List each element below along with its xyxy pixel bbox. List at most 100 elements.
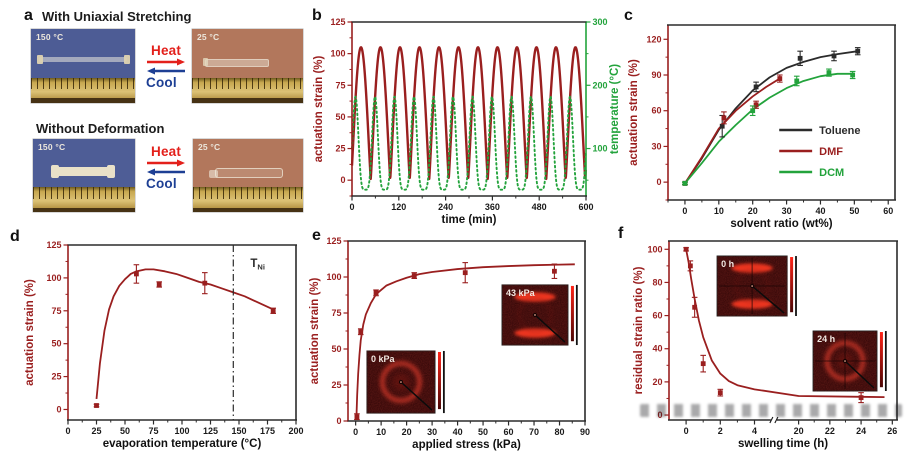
sample-dogbone-end-left xyxy=(51,165,59,178)
y-tick-label: 100 xyxy=(647,244,662,254)
data-point xyxy=(373,290,379,296)
y-tick-label: 100 xyxy=(330,49,345,59)
inset-intensity-scalebar xyxy=(570,285,574,342)
heat-cool-arrows xyxy=(147,58,185,75)
inset-black-scalebar xyxy=(575,284,578,346)
x-tick-label: 70 xyxy=(529,427,539,437)
y-tick-label: 30 xyxy=(651,141,661,151)
y-tick-label: 20 xyxy=(652,377,662,387)
data-point xyxy=(855,48,861,54)
data-point xyxy=(354,414,360,420)
heat-cool-arrows xyxy=(147,159,185,176)
y-tick-label: 0 xyxy=(657,410,662,420)
data-point xyxy=(826,70,832,76)
inset-label: 0 kPa xyxy=(371,354,396,364)
x-tick-label: 40 xyxy=(453,427,463,437)
data-point xyxy=(683,246,689,252)
heat-label: Heat xyxy=(151,144,182,159)
x-tick-label: 240 xyxy=(438,202,453,212)
x-tick-label: 600 xyxy=(578,202,593,212)
data-point xyxy=(270,308,276,314)
sample-clamp-left xyxy=(37,55,43,64)
y2-tick-label: 100 xyxy=(593,144,608,154)
photo-background xyxy=(192,29,303,78)
chart-c-solvent-ratio: 0 10 20 30 40 50 60 0 30 60 90 120 solvent ratio (wt… xyxy=(628,24,896,230)
data-point xyxy=(858,395,864,401)
data-point xyxy=(682,180,688,186)
y-tick-label: 125 xyxy=(326,236,341,246)
x-tick-label: 0 xyxy=(65,426,70,436)
data-point xyxy=(794,78,800,84)
x-tick-label: 75 xyxy=(148,426,158,436)
legend-label: Toluene xyxy=(819,125,860,137)
y-tick-label: 50 xyxy=(51,339,61,349)
inset-label: 0 h xyxy=(721,259,734,269)
x-tick-label: 50 xyxy=(478,427,488,437)
panel-a-title-stretching: With Uniaxial Stretching xyxy=(42,9,192,24)
y-tick-label: 75 xyxy=(331,308,341,318)
inset-intensity-scalebar xyxy=(437,351,441,410)
y-tick-label: 0 xyxy=(56,404,61,414)
panel-label-c: c xyxy=(624,7,633,24)
x-tick-label: 50 xyxy=(120,426,130,436)
legend-label: DCM xyxy=(819,167,844,179)
y-tick-label: 0 xyxy=(336,416,341,426)
y-tick-label: 120 xyxy=(646,34,661,44)
x-tick-label: 24 xyxy=(856,426,866,436)
data-point xyxy=(753,102,759,108)
cool-label: Cool xyxy=(146,176,177,191)
panel-label-f: f xyxy=(618,225,624,242)
tni-label: TNi xyxy=(250,258,265,272)
inset-label: 43 kPa xyxy=(506,288,536,298)
data-point xyxy=(134,271,139,277)
x-tick-label: 60 xyxy=(883,206,893,216)
data-point xyxy=(753,84,759,90)
heat-label: Heat xyxy=(151,43,182,58)
ruler xyxy=(31,77,135,103)
x-tick-label: 20 xyxy=(748,206,758,216)
y-tick-label: 100 xyxy=(46,273,61,283)
sample-clamp-right xyxy=(124,55,130,64)
cool-label: Cool xyxy=(146,75,177,90)
x-axis-label: swelling time (h) xyxy=(738,438,828,450)
data-point xyxy=(721,115,727,121)
heat-arrow-icon xyxy=(177,58,185,66)
x-tick-label: 2 xyxy=(718,426,723,436)
y-tick-label: 90 xyxy=(651,70,661,80)
ruler xyxy=(193,187,303,212)
chart-d-evaporation-temperature: TNi 0 25 50 75 100 125 150 175 200 0 25 50 75 100 125 ev… xyxy=(24,240,304,450)
chart-b-cyclic-actuation: 0 120 240 360 480 600 0 25 50 75 100 125 100 200 300 ti… xyxy=(313,17,621,226)
inset-black-scalebar xyxy=(442,350,445,414)
x-tick-label: 20 xyxy=(794,426,804,436)
x-tick-label: 10 xyxy=(714,206,724,216)
y-tick-label: 75 xyxy=(51,306,61,316)
data-point xyxy=(719,123,725,129)
x-tick-label: 150 xyxy=(231,426,246,436)
x-tick-label: 4 xyxy=(752,426,757,436)
y-tick-label: 25 xyxy=(51,372,61,382)
x-tick-label: 60 xyxy=(504,427,514,437)
x-tick-label: 360 xyxy=(485,202,500,212)
sample-contracted-film xyxy=(205,59,269,67)
y2-axis-label: temperature (°C) xyxy=(609,64,621,154)
y-tick-label: 100 xyxy=(326,272,341,282)
inset-label: 24 h xyxy=(817,334,835,344)
x-tick-label: 22 xyxy=(825,426,835,436)
x-tick-label: 125 xyxy=(203,426,218,436)
photo-25c-contracted: 25 °C 1 cm xyxy=(192,29,303,103)
x-tick-label: 200 xyxy=(288,426,303,436)
y-tick-label: 60 xyxy=(652,311,662,321)
photo-background xyxy=(31,29,135,78)
x-tick-label: 0 xyxy=(349,202,354,212)
x-axis-label: solvent ratio (wt%) xyxy=(730,218,832,230)
data-point xyxy=(777,76,783,81)
data-point xyxy=(750,108,756,114)
ruler xyxy=(192,77,303,103)
chart-e-applied-stress: 0 10 20 30 40 50 60 70 80 90 0 25 50 75 100 125 applied … xyxy=(309,236,590,451)
inset-0-h: 0 h xyxy=(716,255,797,317)
data-point xyxy=(717,390,723,396)
x-tick-label: 0 xyxy=(684,426,689,436)
x-tick-label: 0 xyxy=(682,206,687,216)
panel-label-d: d xyxy=(10,228,20,245)
